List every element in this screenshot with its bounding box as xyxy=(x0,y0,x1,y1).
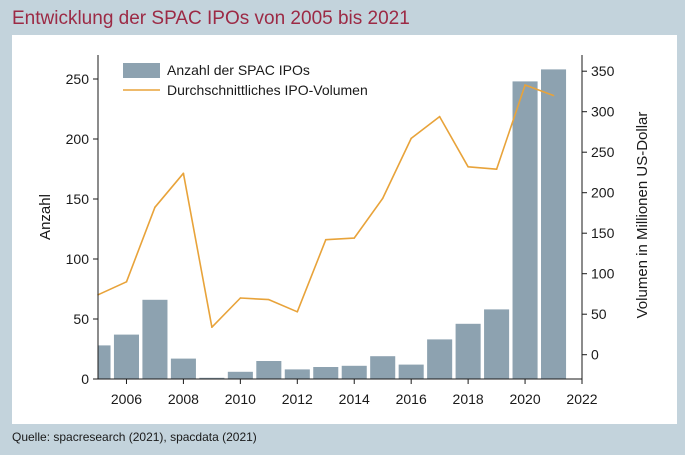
y2-axis-title: Volumen in Millionen US-Dollar xyxy=(634,112,651,319)
line-point-2011 xyxy=(268,298,270,301)
bar-2009 xyxy=(199,377,225,379)
bar-2007 xyxy=(142,299,168,379)
x-tick-label-2008: 2008 xyxy=(168,391,199,407)
x-tick-label-2012: 2012 xyxy=(282,391,313,407)
legend-swatch-bar xyxy=(123,63,160,78)
line-point-2018 xyxy=(467,165,469,168)
x-tick-label-2018: 2018 xyxy=(453,391,484,407)
legend-label-line: Durchschnittliches IPO-Volumen xyxy=(167,82,368,98)
bar-2013 xyxy=(313,367,339,379)
bar-2016 xyxy=(398,364,424,379)
line-point-2013 xyxy=(324,238,327,241)
line-point-2014 xyxy=(353,237,356,239)
y-tick-label-0: 0 xyxy=(81,371,89,387)
chart-panel: 0 50 100 150 200 250 0 50 100 150 200 250 300 350 2006… xyxy=(12,35,677,424)
line-point-2012 xyxy=(296,310,299,313)
line-avg-ipo-volume xyxy=(97,84,554,329)
line-point-2015 xyxy=(381,197,384,200)
x-tick-label-2010: 2010 xyxy=(225,391,256,407)
y2-tick-label-100: 100 xyxy=(591,266,615,282)
y-axis-title: Anzahl xyxy=(37,194,54,240)
legend: Anzahl der SPAC IPOs Durchschnittliches I… xyxy=(123,62,368,98)
y2-tick-label-200: 200 xyxy=(591,185,615,201)
y2-tick-label-300: 300 xyxy=(591,104,615,120)
spac-ipo-chart: 0 50 100 150 200 250 0 50 100 150 200 250 300 350 2006… xyxy=(37,55,651,407)
line-point-2021 xyxy=(552,94,555,97)
bar-2005 xyxy=(98,345,111,379)
bar-2017 xyxy=(427,339,453,379)
bar-2012 xyxy=(284,369,310,379)
bar-2020 xyxy=(512,81,538,380)
y-tick-label-250: 250 xyxy=(66,71,90,87)
y2-tick-label-50: 50 xyxy=(591,306,607,322)
legend-label-bar: Anzahl der SPAC IPOs xyxy=(167,62,310,78)
bar-2008 xyxy=(170,358,196,379)
y2-tick-label-350: 350 xyxy=(591,63,615,79)
y-tick-label-100: 100 xyxy=(66,251,90,267)
x-tick-label-2014: 2014 xyxy=(339,391,370,407)
bar-2019 xyxy=(484,309,510,379)
chart-title: Entwicklung der SPAC IPOs von 2005 bis 2… xyxy=(12,8,410,29)
line-point-2008 xyxy=(182,172,185,175)
bar-2014 xyxy=(341,365,367,379)
y2-tick-label-150: 150 xyxy=(591,225,615,241)
line-series xyxy=(97,84,555,329)
y-tick-label-50: 50 xyxy=(73,311,89,327)
line-point-2016 xyxy=(410,137,412,140)
line-point-2007 xyxy=(154,206,156,209)
line-point-2019 xyxy=(495,168,498,171)
line-point-2020 xyxy=(524,84,526,86)
x-tick-label-2016: 2016 xyxy=(396,391,427,407)
bar-2010 xyxy=(227,371,253,379)
bar-series xyxy=(98,69,567,380)
bar-2006 xyxy=(113,334,139,379)
y-tick-label-150: 150 xyxy=(66,191,90,207)
bar-2021 xyxy=(541,69,567,380)
bar-2018 xyxy=(455,323,481,379)
x-tick-label-2020: 2020 xyxy=(509,391,540,407)
x-tick-label-2006: 2006 xyxy=(111,391,142,407)
line-point-2006 xyxy=(125,281,128,283)
line-point-2010 xyxy=(239,297,242,299)
y2-tick-label-0: 0 xyxy=(591,347,599,363)
axes: 0 50 100 150 200 250 0 50 100 150 200 250 300 350 2006… xyxy=(37,55,651,407)
y-tick-label-200: 200 xyxy=(66,131,90,147)
source-note: Quelle: spacresearch (2021), spacdata (2… xyxy=(12,430,257,444)
line-point-2009 xyxy=(211,326,213,328)
x-tick-label-2022: 2022 xyxy=(566,391,597,407)
bar-2015 xyxy=(370,356,396,379)
y2-tick-label-250: 250 xyxy=(591,144,615,160)
line-point-2017 xyxy=(438,115,441,118)
bar-2011 xyxy=(256,361,282,379)
